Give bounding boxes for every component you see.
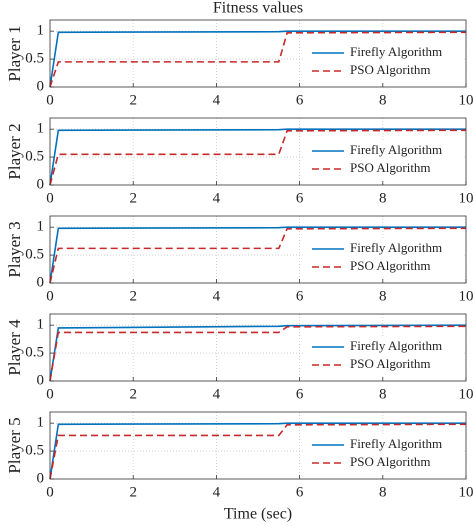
y-tick-label: 0.5 [25,51,44,67]
x-tick-label: 10 [459,92,474,108]
x-tick-label: 8 [379,288,387,304]
y-tick-label: 1 [37,317,45,333]
legend-label: Firefly Algorithm [350,44,442,59]
chart-title: Fitness values [213,0,303,17]
legend-box [303,434,465,474]
y-tick-label: 0 [37,78,45,94]
x-tick-label: 4 [213,92,221,108]
plot-frame [49,19,467,88]
x-tick-label: 6 [296,92,304,108]
legend-label: PSO Algorithm [350,62,431,77]
x-tick-label: 0 [46,386,54,402]
x-tick-label: 2 [129,190,137,206]
legend-box [303,140,465,180]
x-tick-label: 8 [379,190,387,206]
x-tick-label: 4 [213,190,221,206]
x-tick-label: 2 [129,288,137,304]
plot-frame [49,215,467,284]
x-tick-label: 0 [46,190,54,206]
legend-label: PSO Algorithm [350,356,431,371]
y-tick-label: 0 [37,274,45,290]
series-line [49,31,467,88]
series-line [49,30,466,88]
legend: Firefly Algorithm PSO Algorithm [303,434,465,474]
x-tick-label: 6 [296,386,304,402]
y-tick-label: 0.5 [25,149,44,165]
y-tick-label: 0 [37,372,45,388]
x-tick-label: 4 [213,386,221,402]
series-line [49,129,467,186]
plot-frame [49,313,467,382]
x-tick-label: 4 [213,288,221,304]
y-tick-label: 1 [37,219,45,235]
y-tick-label: 1 [37,415,45,431]
legend-box [303,238,465,278]
legend-label: Firefly Algorithm [350,436,442,451]
series-line [49,226,466,284]
y-tick-label: 1 [37,23,45,39]
legend-box [303,336,465,376]
y-tick-label: 0.5 [25,443,44,459]
x-axis-label: Time (sec) [224,506,292,523]
legend-label: Firefly Algorithm [350,240,442,255]
y-tick-label: 0 [37,176,45,192]
series-line [49,128,466,186]
x-tick-label: 4 [213,484,221,500]
legend: Firefly Algorithm PSO Algorithm [303,42,465,82]
x-tick-label: 10 [459,484,474,500]
plot-frame [49,117,467,186]
x-tick-label: 8 [379,92,387,108]
x-tick-label: 0 [46,288,54,304]
y-axis-label: Player 5 [5,417,24,473]
legend-box [303,42,465,82]
x-tick-label: 6 [296,288,304,304]
x-tick-label: 8 [379,386,387,402]
x-tick-label: 8 [379,484,387,500]
legend-label: Firefly Algorithm [350,142,442,157]
series-line [49,325,467,382]
x-tick-label: 2 [129,92,137,108]
y-tick-label: 0 [37,470,45,486]
x-tick-label: 10 [459,288,474,304]
y-axis-label: Player 2 [5,123,24,179]
legend-label: Firefly Algorithm [350,338,442,353]
series-line [49,423,467,480]
legend-label: PSO Algorithm [350,454,431,469]
x-tick-label: 0 [46,92,54,108]
y-axis-label: Player 3 [5,221,24,277]
x-tick-label: 10 [459,386,474,402]
y-tick-label: 0.5 [25,345,44,361]
legend-label: PSO Algorithm [350,258,431,273]
series-line [49,227,467,284]
y-tick-label: 0.5 [25,247,44,263]
x-tick-label: 2 [129,386,137,402]
x-tick-label: 0 [46,484,54,500]
plot-frame [49,411,467,480]
x-tick-label: 10 [459,190,474,206]
legend-label: PSO Algorithm [350,160,431,175]
y-axis-label: Player 1 [5,25,24,81]
x-tick-label: 2 [129,484,137,500]
legend: Firefly Algorithm PSO Algorithm [303,336,465,376]
x-tick-label: 6 [296,190,304,206]
series-line [49,422,466,480]
legend: Firefly Algorithm PSO Algorithm [303,238,465,278]
y-tick-label: 1 [37,121,45,137]
legend: Firefly Algorithm PSO Algorithm [303,140,465,180]
y-axis-label: Player 4 [5,319,24,376]
x-tick-label: 6 [296,484,304,500]
